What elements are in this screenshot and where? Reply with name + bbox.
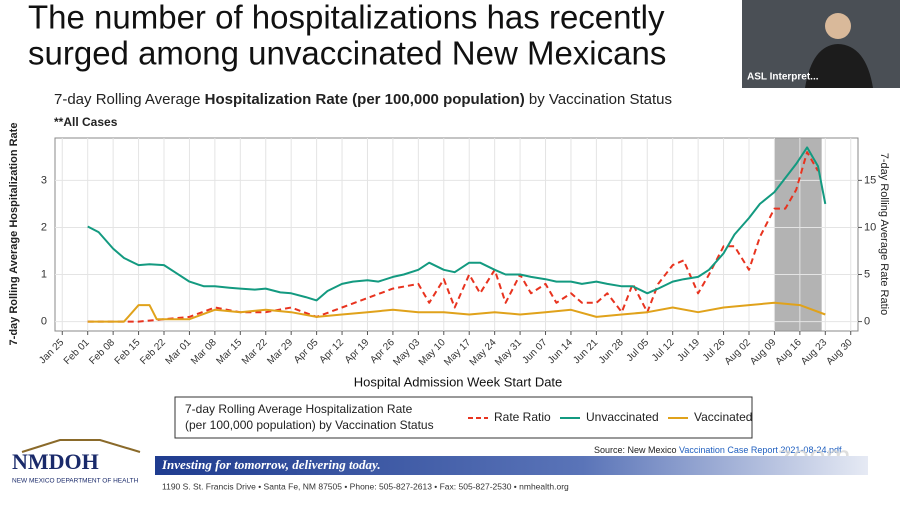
chart-title: 7-day Rolling Average Hospitalization Ra… <box>54 91 672 108</box>
banner-text: Investing for tomorrow, delivering today… <box>161 457 381 472</box>
chart-title-part: Hospitalization Rate (per 100,000 popula… <box>205 91 525 108</box>
highlight-band <box>774 138 822 331</box>
slide-title: The number of hospitalizations has recen… <box>28 0 665 36</box>
y2-tick-label: 5 <box>864 268 870 280</box>
y-axis-title: 7-day Rolling Average Hospitalization Ra… <box>8 123 20 346</box>
series-line <box>87 146 827 302</box>
series-line <box>87 151 819 323</box>
y2-axis-title: 7-day Rolling Average Rate Ratio <box>878 153 890 315</box>
series-line <box>87 301 826 323</box>
plot-panel <box>54 137 859 332</box>
interpreter-label: ASL Interpret... <box>747 72 819 83</box>
source-text: Source: New Mexico <box>594 445 679 455</box>
logo-subtitle: NEW MEXICO DEPARTMENT OF HEALTH <box>12 478 139 485</box>
logo-mark <box>21 439 141 453</box>
source: Source: New Mexico Vaccination Case Repo… <box>594 445 842 455</box>
x-axis-title: Hospital Admission Week Start Date <box>354 374 563 389</box>
slide-title: surged among unvaccinated New Mexicans <box>28 35 666 72</box>
logo: NMDOH <box>12 449 99 474</box>
legend: Rate Ratio Unvaccinated Vaccinated <box>468 410 752 424</box>
banner <box>155 456 868 475</box>
y-tick-label: 0 <box>41 315 47 327</box>
interpreter-figure <box>805 44 873 88</box>
chart-subtitle: **All Cases <box>54 115 118 129</box>
chart-title-part: 7-day Rolling Average <box>54 91 205 108</box>
y2-tick-label: 0 <box>864 315 870 327</box>
y2-tick-label: 15 <box>864 174 876 186</box>
interpreter-figure <box>825 13 851 39</box>
y-tick-label: 1 <box>41 268 47 280</box>
legend-title: (per 100,000 population) by Vaccination … <box>185 418 434 432</box>
legend-title: 7-day Rolling Average Hospitalization Ra… <box>185 402 413 416</box>
y-tick-label: 2 <box>41 221 47 233</box>
legend-label: Rate Ratio <box>494 410 551 424</box>
legend-label: Vaccinated <box>694 410 752 424</box>
y2-tick-label: 10 <box>864 221 876 233</box>
chart-title-part: by Vaccination Status <box>525 91 672 108</box>
legend-label: Unvaccinated <box>586 410 659 424</box>
source-link[interactable]: Vaccination Case Report 2021-08-24.pdf <box>679 445 842 455</box>
legend-box <box>174 396 753 439</box>
y-tick-label: 3 <box>41 174 47 186</box>
address: 1190 S. St. Francis Drive • Santa Fe, NM… <box>162 481 569 491</box>
